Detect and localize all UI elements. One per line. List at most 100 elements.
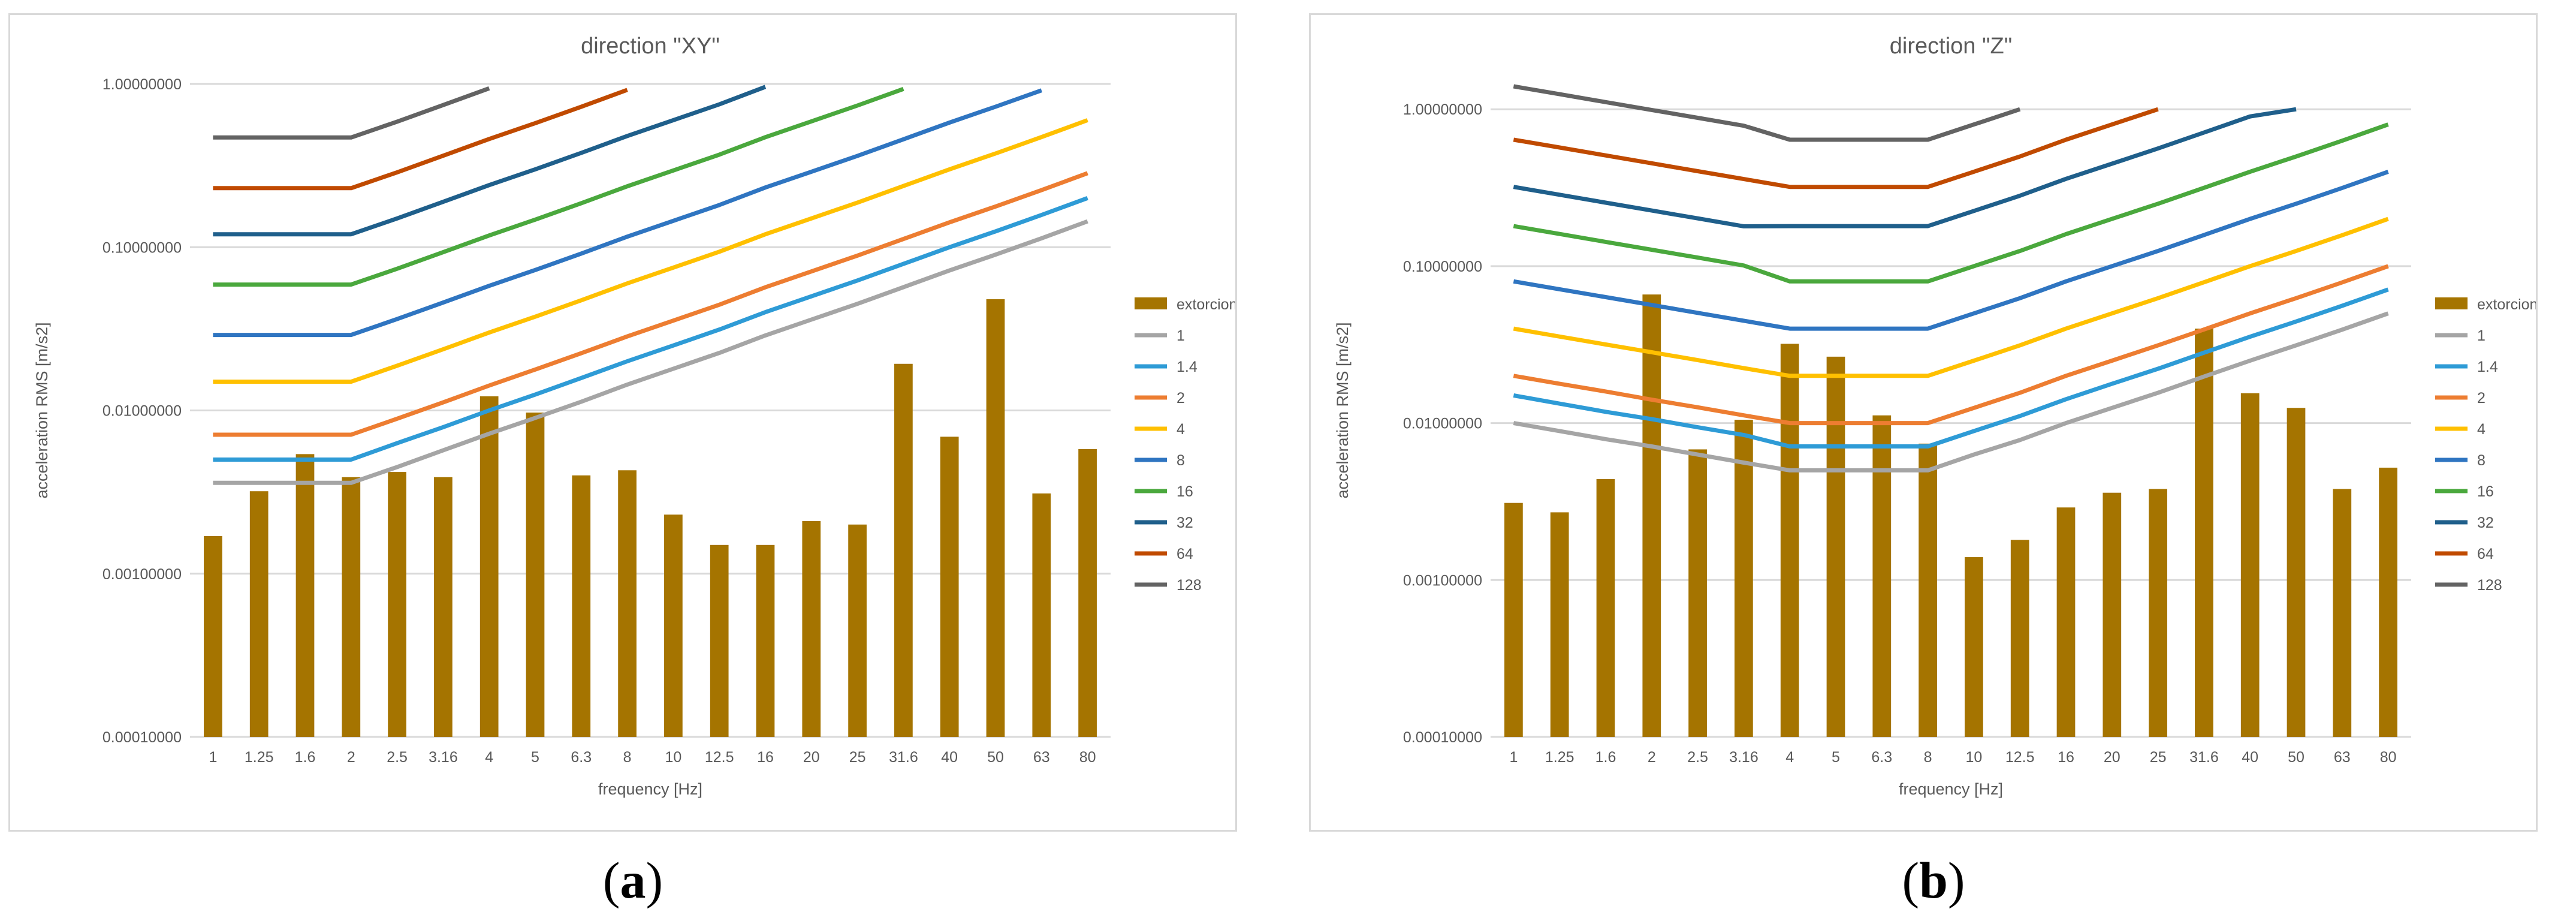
y-tick-label: 0.01000000 bbox=[1403, 416, 1482, 432]
chart-panel-a: 0.00010000 0.00100000 0.01000000 0.10000000… bbox=[8, 13, 1237, 832]
bar-extorcion bbox=[848, 524, 867, 737]
plot-area bbox=[1491, 84, 2411, 737]
y-tick-label: 0.00010000 bbox=[102, 729, 182, 746]
legend-label: 64 bbox=[1177, 546, 1193, 562]
bar-extorcion bbox=[572, 475, 591, 737]
series-line-1-4 bbox=[213, 196, 1088, 462]
series-line-32 bbox=[213, 85, 767, 237]
bar-extorcion bbox=[1078, 449, 1097, 737]
x-tick-label: 80 bbox=[2380, 749, 2397, 766]
series-line-8 bbox=[1513, 170, 2389, 331]
legend-label: 8 bbox=[1177, 452, 1185, 469]
x-axis-label: frequency [Hz] bbox=[598, 780, 702, 798]
series-line-64 bbox=[1513, 107, 2159, 189]
legend-label: 16 bbox=[2477, 483, 2494, 500]
x-tick-label: 63 bbox=[2334, 749, 2351, 766]
y-tick-label: 0.10000000 bbox=[1403, 258, 1482, 275]
series-line-1 bbox=[213, 219, 1088, 485]
x-tick-label: 25 bbox=[849, 749, 866, 766]
legend-label: extorcion bbox=[1177, 296, 1235, 313]
bar-extorcion bbox=[618, 470, 637, 737]
bar-extorcion bbox=[1550, 512, 1569, 737]
legend-label: 2 bbox=[2477, 390, 2485, 407]
bar-extorcion bbox=[1872, 415, 1892, 737]
legend-swatch-extorcion bbox=[2435, 297, 2468, 309]
x-tick-label: 2 bbox=[347, 749, 355, 766]
bar-extorcion bbox=[295, 454, 315, 737]
bar-extorcion bbox=[1032, 493, 1051, 737]
y-tick-label: 0.00100000 bbox=[1403, 572, 1482, 589]
x-tick-label: 2.5 bbox=[1687, 749, 1708, 766]
x-tick-label: 80 bbox=[1079, 749, 1096, 766]
bar-extorcion bbox=[1735, 420, 1753, 737]
y-tick-label: 0.10000000 bbox=[102, 239, 182, 256]
legend-label: 8 bbox=[2477, 452, 2485, 469]
legend-label: 128 bbox=[1177, 577, 1202, 594]
x-tick-label: 8 bbox=[1924, 749, 1932, 766]
x-tick-label: 50 bbox=[987, 749, 1004, 766]
bar-extorcion bbox=[894, 363, 913, 737]
series-line-8 bbox=[213, 88, 1042, 338]
bar-extorcion bbox=[526, 413, 545, 737]
y-tick-label: 0.00100000 bbox=[102, 566, 182, 583]
bar-extorcion bbox=[2379, 467, 2397, 737]
chart-title: direction "XY" bbox=[581, 34, 720, 59]
y-tick-label: 1.00000000 bbox=[1403, 101, 1482, 118]
bar-extorcion bbox=[2010, 540, 2029, 737]
legend-label: 32 bbox=[1177, 514, 1193, 531]
series-line-2 bbox=[1513, 264, 2389, 426]
chart-title: direction "Z" bbox=[1890, 34, 2012, 59]
x-tick-label: 5 bbox=[1832, 749, 1840, 766]
series-line-1 bbox=[1513, 311, 2389, 472]
bar-extorcion bbox=[204, 536, 222, 737]
x-tick-label: 63 bbox=[1033, 749, 1050, 766]
series-line-16 bbox=[213, 87, 904, 287]
bar-extorcion bbox=[479, 396, 499, 737]
y-tick-label: 0.01000000 bbox=[102, 403, 182, 420]
legend-label: 1 bbox=[1177, 327, 1185, 344]
y-tick-label: 1.00000000 bbox=[102, 76, 182, 93]
x-tick-label: 16 bbox=[757, 749, 774, 766]
x-tick-label: 16 bbox=[2058, 749, 2074, 766]
caption-a: (a) bbox=[602, 851, 663, 909]
bar-extorcion bbox=[249, 491, 269, 737]
series-line-32 bbox=[1513, 107, 2297, 228]
x-tick-label: 4 bbox=[485, 749, 493, 766]
bar-extorcion bbox=[2103, 492, 2122, 737]
bar-extorcion bbox=[2333, 489, 2352, 737]
x-tick-label: 25 bbox=[2150, 749, 2167, 766]
series-line-64 bbox=[213, 88, 628, 191]
bar-extorcion bbox=[434, 477, 453, 737]
chart-panel-b: 0.00010000 0.00100000 0.01000000 0.10000000… bbox=[1309, 13, 2538, 832]
series-line-4 bbox=[213, 118, 1088, 384]
series-line-128 bbox=[1513, 84, 2021, 142]
x-tick-label: 1 bbox=[209, 749, 217, 766]
series-line-2 bbox=[213, 171, 1088, 437]
bar-extorcion bbox=[710, 544, 729, 737]
bar-extorcion bbox=[1965, 557, 1983, 737]
x-tick-label: 31.6 bbox=[889, 749, 918, 766]
caption-b: (b) bbox=[1902, 851, 1965, 909]
bar-extorcion bbox=[756, 544, 775, 737]
bar-extorcion bbox=[1504, 502, 1523, 737]
x-tick-label: 12.5 bbox=[705, 749, 734, 766]
bar-extorcion bbox=[940, 437, 959, 737]
legend-label: 4 bbox=[1177, 421, 1185, 438]
x-tick-label: 1 bbox=[1509, 749, 1518, 766]
bar-extorcion bbox=[2287, 408, 2306, 737]
bar-extorcion bbox=[986, 299, 1005, 737]
x-tick-label: 5 bbox=[531, 749, 539, 766]
bar-extorcion bbox=[2056, 507, 2076, 737]
legend-label: 1.4 bbox=[1177, 359, 1197, 375]
bar-extorcion bbox=[664, 514, 683, 737]
chart-a: 0.00010000 0.00100000 0.01000000 0.10000000… bbox=[33, 34, 1235, 798]
x-tick-label: 20 bbox=[2104, 749, 2120, 766]
y-axis-label: acceleration RMS [m/s2] bbox=[33, 322, 51, 498]
x-tick-label: 31.6 bbox=[2189, 749, 2219, 766]
legend-swatch-extorcion bbox=[1135, 297, 1167, 309]
bar-extorcion bbox=[388, 472, 406, 737]
x-axis-label: frequency [Hz] bbox=[1899, 780, 2003, 798]
y-tick-label: 0.00010000 bbox=[1403, 729, 1482, 746]
x-tick-label: 2 bbox=[1648, 749, 1656, 766]
x-tick-label: 40 bbox=[941, 749, 958, 766]
